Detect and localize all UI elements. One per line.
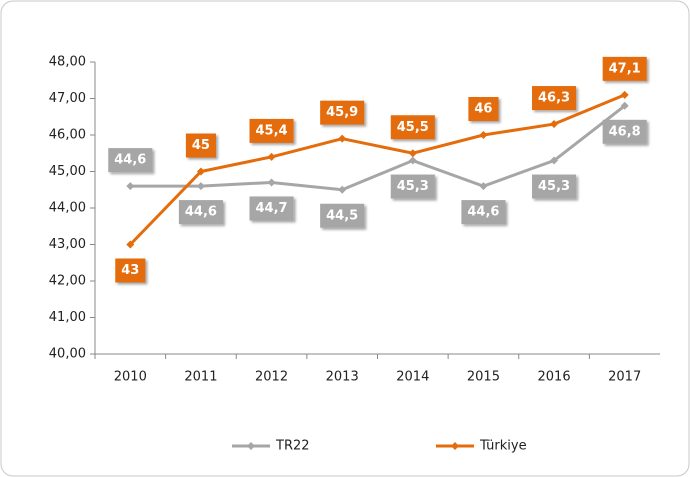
data-label-box xyxy=(602,56,647,81)
data-label-text: 45 xyxy=(192,138,210,153)
data-label: 45,9 xyxy=(320,100,365,125)
data-label: 45,4 xyxy=(249,118,294,143)
x-tick-label: 2017 xyxy=(608,370,641,385)
data-label-box xyxy=(532,86,577,111)
marker xyxy=(126,182,135,191)
data-label-box xyxy=(249,196,294,221)
data-label-text: 46,8 xyxy=(609,124,641,139)
y-tick-label: 46,00 xyxy=(49,128,86,143)
y-tick-label: 43,00 xyxy=(49,237,86,252)
data-label-box xyxy=(178,200,223,225)
y-tick-label: 48,00 xyxy=(49,55,86,70)
data-label-text: 46 xyxy=(474,102,492,117)
y-tick-label: 47,00 xyxy=(49,91,86,106)
data-label-text: 45,4 xyxy=(256,123,288,138)
data-label: 46 xyxy=(468,97,499,121)
data-label: 44,5 xyxy=(320,203,365,228)
data-label: 44,6 xyxy=(461,200,506,225)
marker xyxy=(267,178,276,187)
data-label-box xyxy=(249,118,294,143)
y-tick-label: 41,00 xyxy=(49,310,86,325)
data-label-box xyxy=(115,258,146,283)
data-label: 45,5 xyxy=(390,115,435,140)
data-label: 46,8 xyxy=(602,119,647,144)
data-label: 45,3 xyxy=(390,174,435,199)
marker xyxy=(620,90,629,99)
data-label-text: 44,6 xyxy=(467,205,499,220)
y-tick-label: 44,00 xyxy=(49,201,86,216)
data-label-box xyxy=(461,200,506,225)
x-tick-label: 2016 xyxy=(538,370,571,385)
data-label: 44,6 xyxy=(178,200,223,225)
data-label-box xyxy=(532,174,577,199)
legend-marker xyxy=(247,442,255,450)
data-label-text: 47,1 xyxy=(609,61,641,76)
x-tick-label: 2015 xyxy=(467,370,500,385)
marker xyxy=(620,101,629,110)
series-line xyxy=(130,104,626,192)
series-line xyxy=(129,93,626,246)
data-label-text: 45,3 xyxy=(538,179,570,194)
x-tick-label: 2014 xyxy=(396,370,429,385)
data-label-box xyxy=(108,148,153,173)
data-label-text: 46,3 xyxy=(538,91,570,106)
marker xyxy=(267,152,276,161)
data-label-text: 44,7 xyxy=(256,201,288,216)
marker xyxy=(338,134,347,143)
data-label: 47,1 xyxy=(602,56,647,81)
data-label-box xyxy=(320,100,365,125)
marker xyxy=(196,182,205,191)
y-tick-label: 40,00 xyxy=(49,347,86,362)
data-label-box xyxy=(602,119,647,144)
marker xyxy=(338,185,347,194)
data-label-text: 45,5 xyxy=(397,120,429,135)
x-tick-label: 2013 xyxy=(326,370,359,385)
data-label: 45,3 xyxy=(532,174,577,199)
data-label: 46,3 xyxy=(532,86,577,111)
data-label-box xyxy=(185,133,216,158)
legend-label: TR22 xyxy=(275,439,310,454)
data-label-text: 44,6 xyxy=(185,205,217,220)
data-label-text: 45,3 xyxy=(397,179,429,194)
data-label-text: 44,5 xyxy=(326,208,358,223)
data-label-text: 44,6 xyxy=(114,153,146,168)
legend-label: Türkiye xyxy=(479,439,527,454)
data-label-box xyxy=(320,203,365,228)
marker xyxy=(196,167,205,176)
marker xyxy=(479,182,488,191)
data-label: 43 xyxy=(115,258,146,283)
data-label: 44,7 xyxy=(249,196,294,221)
marker xyxy=(408,156,417,165)
data-label: 45 xyxy=(185,133,216,158)
x-tick-label: 2012 xyxy=(255,370,288,385)
data-label-text: 45,9 xyxy=(326,105,358,120)
marker xyxy=(550,120,559,129)
data-label-box xyxy=(390,174,435,199)
data-label-text: 43 xyxy=(121,263,139,278)
legend-marker xyxy=(451,442,459,450)
marker xyxy=(408,149,417,158)
data-label-box xyxy=(468,97,499,121)
x-tick-label: 2011 xyxy=(184,370,217,385)
marker xyxy=(550,156,559,165)
y-tick-label: 45,00 xyxy=(49,164,86,179)
marker xyxy=(479,131,488,139)
data-label-box xyxy=(390,115,435,140)
data-label: 44,6 xyxy=(108,148,153,173)
x-tick-label: 2010 xyxy=(114,370,147,385)
y-tick-label: 42,00 xyxy=(49,274,86,289)
marker xyxy=(126,240,135,249)
